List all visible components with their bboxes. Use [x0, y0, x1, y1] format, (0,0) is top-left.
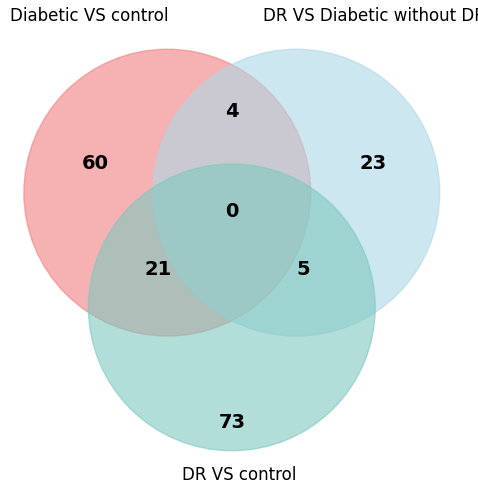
Text: 73: 73 [218, 412, 245, 432]
Circle shape [24, 49, 311, 336]
Circle shape [88, 164, 375, 451]
Circle shape [153, 49, 440, 336]
Text: 0: 0 [225, 202, 239, 222]
Text: DR VS control: DR VS control [182, 466, 296, 484]
Text: 23: 23 [359, 154, 386, 174]
Text: 21: 21 [144, 260, 172, 278]
Text: 60: 60 [82, 154, 109, 174]
Text: DR VS Diabetic without DR: DR VS Diabetic without DR [263, 8, 478, 26]
Text: Diabetic VS control: Diabetic VS control [10, 8, 168, 26]
Text: 4: 4 [225, 102, 239, 121]
Text: 5: 5 [297, 260, 310, 278]
